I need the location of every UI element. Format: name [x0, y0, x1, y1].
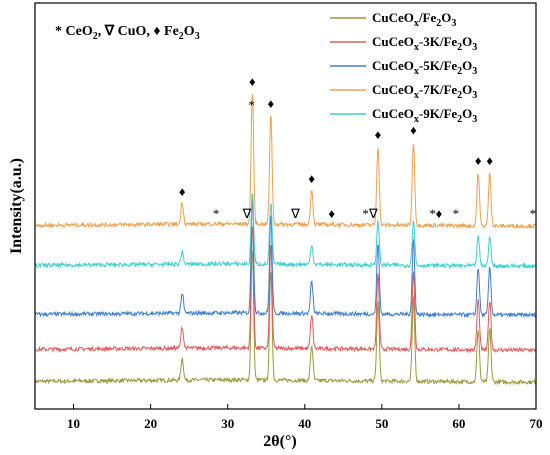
- phase-legend-ceo2-sub: 2: [93, 31, 98, 42]
- asterisk-icon: *: [362, 206, 369, 221]
- series-line-0: [34, 250, 537, 386]
- asterisk-icon: *: [530, 206, 537, 221]
- diamond-icon: ♦: [328, 206, 335, 221]
- x-tick-label: 20: [144, 416, 157, 431]
- x-tick-label: 30: [221, 416, 234, 431]
- series-line-3: [34, 94, 536, 230]
- asterisk-icon: *: [453, 206, 460, 221]
- legend-label: CuCeOx-9K/Fe2O3: [372, 106, 477, 125]
- x-tick-label: 50: [375, 416, 388, 431]
- x-tick-label: 70: [530, 416, 543, 431]
- legend-label: CuCeOx/Fe2O3: [372, 10, 456, 29]
- diamond-icon: ♦: [249, 74, 256, 89]
- diamond-icon: ♦: [375, 127, 382, 142]
- diamond-icon: ♦: [153, 24, 160, 39]
- series-layer: [34, 94, 537, 386]
- x-tick-label: 40: [298, 416, 311, 431]
- diamond-icon: ♦: [475, 153, 482, 168]
- phase-legend-fe-sub1: 2: [179, 31, 184, 42]
- asterisk-icon: *: [248, 97, 255, 112]
- legend-label: CuCeOx-7K/Fe2O3: [372, 82, 477, 101]
- x-axis-title: 2θ(°): [263, 433, 296, 450]
- phase-legend-o: O: [184, 24, 195, 39]
- nabla-icon: ∇: [290, 206, 300, 221]
- series-legend: CuCeOx/Fe2O3 CuCeOx-3K/Fe2O3 CuCeOx-5K/Fe2…: [330, 10, 477, 125]
- nabla-icon: ∇: [242, 206, 252, 221]
- x-tick-label: 10: [67, 416, 80, 431]
- diamond-icon: ♦: [486, 153, 493, 168]
- phase-legend-ceo2: * CeO: [55, 24, 93, 39]
- x-axis-ticks: 10 20 30 40 50 60 70: [67, 404, 543, 431]
- phase-legend: * CeO2, ∇ CuO, ♦ Fe2O3: [55, 24, 200, 42]
- nabla-icon: ∇: [368, 206, 378, 221]
- diamond-icon: ♦: [268, 96, 275, 111]
- phase-legend-fe: Fe: [161, 24, 179, 39]
- phase-legend-fe-sub2: 3: [195, 31, 200, 42]
- series-line-2: [34, 198, 536, 319]
- legend-label: CuCeOx-5K/Fe2O3: [372, 58, 477, 77]
- diamond-icon: ♦: [436, 206, 443, 221]
- legend-label: CuCeOx-3K/Fe2O3: [372, 34, 477, 53]
- diamond-icon: ♦: [410, 122, 417, 137]
- phase-legend-cuo: , ∇ CuO,: [98, 24, 154, 39]
- marker-layer: ♦♦♦♦♦♦ ♦♦♦ ♦*** * * *∇ ∇ ∇: [179, 74, 536, 221]
- plot-frame: [34, 2, 537, 410]
- y-axis-title: Intensity(a.u.): [8, 158, 25, 254]
- diamond-icon: ♦: [308, 171, 315, 186]
- asterisk-icon: *: [429, 206, 436, 221]
- series-line-1: [34, 226, 537, 354]
- series-line-4: [34, 193, 537, 270]
- diamond-icon: ♦: [179, 184, 186, 199]
- x-tick-label: 60: [452, 416, 465, 431]
- asterisk-icon: *: [213, 206, 220, 221]
